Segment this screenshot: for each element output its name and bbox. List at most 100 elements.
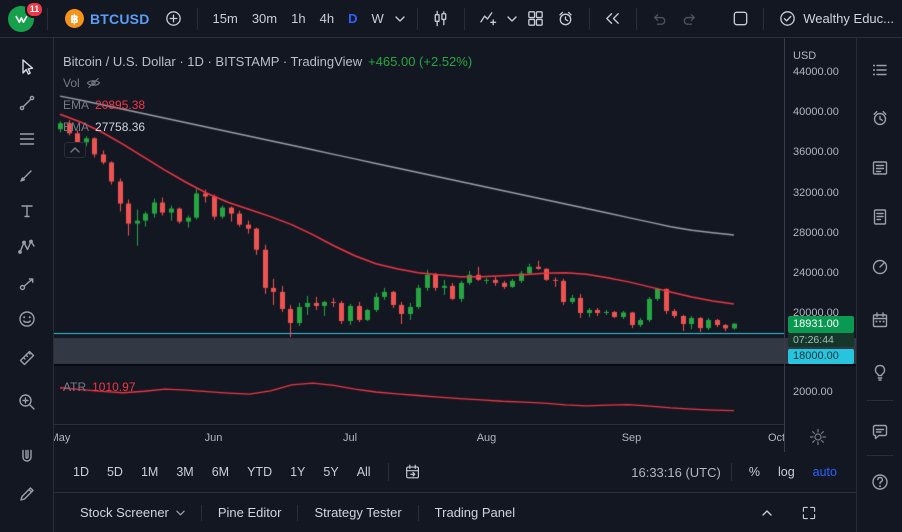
tool-help[interactable]: [867, 469, 893, 495]
tool-magnet[interactable]: [14, 444, 40, 470]
panel-maximize-button[interactable]: [798, 502, 820, 524]
news-icon: [872, 161, 888, 175]
tool-ideas[interactable]: [867, 359, 893, 385]
tool-alerts[interactable]: [867, 105, 893, 131]
tool-edit[interactable]: [14, 481, 40, 507]
price-chart-canvas[interactable]: [54, 38, 784, 424]
chart-style-candles-button[interactable]: [427, 5, 455, 33]
panel-expand-chevron-button[interactable]: [756, 502, 778, 524]
scale-settings-gear-icon[interactable]: [809, 428, 827, 446]
tool-text[interactable]: [14, 198, 40, 224]
tab-stock-screener[interactable]: Stock Screener: [64, 493, 201, 532]
tool-zoom-in[interactable]: [14, 389, 40, 415]
right-sidebar: [856, 38, 902, 532]
cloud-saved-check-icon[interactable]: [773, 5, 801, 33]
account-menu-button[interactable]: 11: [8, 0, 44, 33]
log-scale-button[interactable]: log: [777, 465, 795, 479]
auto-scale-button[interactable]: auto: [812, 465, 837, 479]
range-1m-button[interactable]: 1M: [140, 465, 159, 479]
interval-1h-button[interactable]: 1h: [291, 11, 306, 26]
multichart-layout-button[interactable]: [522, 5, 550, 33]
ema-fast-indicator-row[interactable]: EMA 20895.38: [63, 94, 472, 116]
cursor-icon: [22, 59, 34, 75]
range-5y-button[interactable]: 5Y: [323, 465, 339, 479]
price-tick: 36000.00: [793, 146, 839, 159]
tool-cursor[interactable]: [14, 54, 40, 80]
tool-trend-line[interactable]: [14, 90, 40, 116]
tab-label: Stock Screener: [80, 505, 169, 520]
symbol-search-button[interactable]: ฿ BTCUSD: [57, 6, 158, 31]
btc-icon: ฿: [65, 9, 84, 28]
go-to-date-button[interactable]: [399, 458, 427, 486]
bar-countdown-badge: 07:26:44: [788, 332, 854, 347]
pane-separator[interactable]: [54, 364, 856, 366]
layout-name-label[interactable]: Wealthy Educ...: [803, 11, 894, 26]
clock-timezone-button[interactable]: 16:33:16 (UTC): [631, 464, 721, 480]
tab-strategy-tester[interactable]: Strategy Tester: [298, 493, 417, 532]
tool-hotlists[interactable]: [867, 254, 893, 280]
topbar-right-group: Wealthy Educ...: [726, 5, 894, 33]
time-axis[interactable]: May Jun Jul Aug Sep Oct: [54, 424, 784, 452]
range-ytd-button[interactable]: YTD: [247, 465, 273, 479]
divider: [387, 463, 389, 481]
price-tick: 40000.00: [793, 106, 839, 119]
interval-4h-button[interactable]: 4h: [319, 11, 335, 26]
tool-chat[interactable]: [867, 419, 893, 445]
range-all-button[interactable]: All: [356, 465, 371, 479]
price-scale[interactable]: USD 44000.00 40000.00 36000.00 32000.00 …: [784, 38, 857, 452]
chat-icon: [872, 424, 888, 440]
bar-replay-button[interactable]: [599, 5, 627, 33]
indicators-button[interactable]: [474, 5, 502, 33]
interval-1w-button[interactable]: W: [371, 11, 384, 26]
divider: [588, 7, 590, 30]
tool-news[interactable]: [867, 155, 893, 181]
divider: [867, 400, 893, 401]
xabcd-pattern-icon: [18, 239, 35, 254]
chevron-down-icon: [176, 510, 185, 515]
range-1d-button[interactable]: 1D: [73, 465, 89, 479]
eye-hidden-icon[interactable]: [86, 77, 101, 89]
interval-30m-button[interactable]: 30m: [251, 11, 278, 26]
price-scale-currency[interactable]: USD: [793, 50, 817, 62]
indicator-templates-chevron-icon[interactable]: [504, 5, 520, 33]
range-1y-button[interactable]: 1Y: [290, 465, 306, 479]
compare-add-symbol-button[interactable]: [160, 5, 188, 33]
tool-watchlist[interactable]: [867, 57, 893, 83]
percent-scale-button[interactable]: %: [748, 465, 760, 479]
tool-fib-retracement[interactable]: [14, 126, 40, 152]
range-6m-button[interactable]: 6M: [211, 465, 230, 479]
tab-label: Strategy Tester: [314, 505, 402, 520]
volume-indicator-row[interactable]: Vol: [63, 72, 472, 94]
month-tick: Jul: [342, 432, 358, 444]
create-alert-button[interactable]: [552, 5, 580, 33]
tool-emoji[interactable]: [14, 306, 40, 332]
month-tick: Sep: [621, 432, 642, 444]
interval-menu-chevron-icon[interactable]: [392, 5, 408, 33]
legend-change: +465.00 (+2.52%): [368, 53, 473, 69]
atr-indicator-row[interactable]: ATR 1010.97: [63, 376, 136, 398]
tab-pine-editor[interactable]: Pine Editor: [202, 493, 298, 532]
tool-brush[interactable]: [14, 162, 40, 188]
measure-icon: [19, 350, 35, 366]
interval-1d-button[interactable]: D: [348, 11, 358, 26]
ema-slow-indicator-row[interactable]: EMA 27758.36: [63, 116, 472, 138]
range-5d-button[interactable]: 5D: [106, 465, 123, 479]
tool-forecast[interactable]: [14, 270, 40, 296]
ema-slow-label: EMA: [63, 120, 90, 134]
tab-trading-panel[interactable]: Trading Panel: [419, 493, 531, 532]
undo-button[interactable]: [646, 5, 674, 33]
redo-button[interactable]: [676, 5, 704, 33]
tool-data-window[interactable]: [867, 204, 893, 230]
ideas-icon: [874, 364, 886, 381]
tool-calendar[interactable]: [867, 307, 893, 333]
divider: [463, 7, 465, 30]
tool-measure[interactable]: [14, 345, 40, 371]
fullscreen-layout-button[interactable]: [726, 5, 754, 33]
legend-symbol-row[interactable]: Bitcoin / U.S. Dollar · 1D · BITSTAMP · …: [63, 50, 472, 72]
tool-xabcd-pattern[interactable]: [14, 234, 40, 260]
legend-collapse-button[interactable]: [64, 142, 86, 158]
divider: [763, 7, 765, 30]
range-3m-button[interactable]: 3M: [176, 465, 194, 479]
interval-15m-button[interactable]: 15m: [212, 11, 238, 26]
